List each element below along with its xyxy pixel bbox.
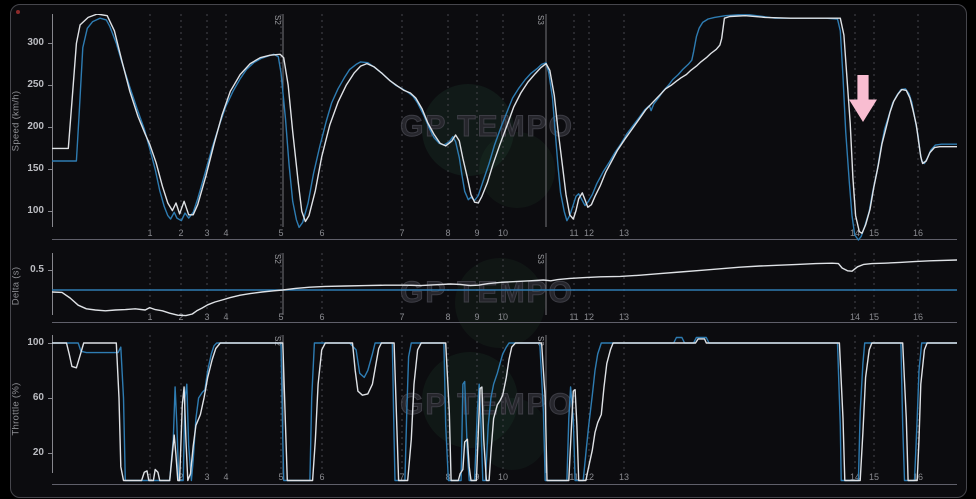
y-tick-mark bbox=[48, 43, 52, 45]
turn-marker-label: 14 bbox=[849, 472, 860, 482]
delta-chart-plot[interactable] bbox=[52, 253, 957, 321]
gp-tempo-watermark: GP TEMPO bbox=[400, 276, 574, 310]
watermark-circle bbox=[422, 352, 518, 448]
turn-marker-label: 16 bbox=[912, 312, 923, 322]
sector-label: S3 bbox=[536, 15, 546, 25]
speed-axis-line bbox=[52, 239, 957, 240]
turn-marker-label: 10 bbox=[497, 228, 508, 238]
turn-marker-label: 2 bbox=[178, 472, 184, 482]
sector-label: S3 bbox=[536, 336, 546, 346]
throttle-trace-lap-blue bbox=[52, 336, 957, 482]
turn-marker-label: 15 bbox=[868, 228, 879, 238]
turn-marker-label: 3 bbox=[204, 312, 210, 322]
turn-marker-label: 11 bbox=[569, 228, 579, 238]
watermark-circle bbox=[422, 84, 514, 176]
y-tick-mark bbox=[48, 211, 52, 213]
watermark-circle bbox=[455, 258, 545, 348]
y-tick-mark bbox=[48, 270, 52, 271]
delta-trace-lap-white bbox=[52, 259, 957, 317]
turn-marker-label: 5 bbox=[278, 472, 284, 482]
turn-marker-label: 10 bbox=[497, 472, 508, 482]
turn-marker-label: 6 bbox=[319, 312, 325, 322]
y-tick-label: 200 bbox=[27, 121, 44, 133]
y-tick-mark bbox=[48, 169, 52, 171]
turn-marker-label: 4 bbox=[223, 472, 229, 482]
throttle-y-axis bbox=[52, 335, 53, 473]
y-tick-label: 0.5 bbox=[30, 264, 44, 275]
turn-marker-label: 6 bbox=[319, 472, 325, 482]
turn-marker-label: 7 bbox=[399, 472, 405, 482]
turn-marker-label: 7 bbox=[399, 228, 405, 238]
y-tick-label: 150 bbox=[27, 163, 44, 175]
turn-marker-label: 2 bbox=[178, 228, 184, 238]
turn-marker-label: 6 bbox=[319, 228, 325, 238]
y-tick-label: 20 bbox=[32, 446, 44, 458]
delta-axis-line bbox=[52, 322, 957, 323]
turn-marker-label: 11 bbox=[569, 472, 579, 482]
turn-marker-label: 13 bbox=[618, 472, 629, 482]
throttle-axis-line bbox=[52, 484, 957, 485]
turn-marker-label: 5 bbox=[278, 228, 284, 238]
speed-trace-lap-white bbox=[52, 14, 957, 235]
turn-marker-label: 1 bbox=[147, 312, 153, 322]
y-tick-label: 60 bbox=[32, 391, 44, 403]
turn-marker-label: 13 bbox=[618, 228, 629, 238]
turn-marker-label: 5 bbox=[278, 312, 284, 322]
turn-marker-label: 11 bbox=[569, 312, 579, 322]
turn-marker-label: 8 bbox=[445, 312, 451, 322]
sector-label: S2 bbox=[272, 254, 282, 264]
y-tick-mark bbox=[48, 85, 52, 87]
turn-marker-label: 1 bbox=[147, 228, 153, 238]
turn-marker-label: 16 bbox=[912, 228, 923, 238]
sector-label: S3 bbox=[536, 254, 546, 264]
sector-label: S2 bbox=[272, 15, 282, 25]
turn-marker-label: 12 bbox=[584, 228, 595, 238]
turn-marker-label: 3 bbox=[204, 228, 210, 238]
turn-marker-label: 1 bbox=[147, 472, 153, 482]
y-tick-label: 250 bbox=[27, 79, 44, 91]
turn-marker-label: 8 bbox=[445, 228, 451, 238]
turn-marker-label: 14 bbox=[849, 312, 860, 322]
throttle-axis-title: Throttle (%) bbox=[10, 382, 22, 436]
y-tick-mark bbox=[48, 453, 52, 454]
y-tick-label: 100 bbox=[27, 337, 44, 348]
y-tick-mark bbox=[48, 343, 52, 344]
y-tick-mark bbox=[48, 127, 52, 129]
turn-marker-label: 9 bbox=[474, 312, 480, 322]
turn-marker-label: 9 bbox=[474, 228, 480, 238]
speed-y-axis bbox=[52, 14, 53, 227]
turn-marker-label: 12 bbox=[584, 312, 595, 322]
sector-label: S2 bbox=[272, 336, 282, 346]
throttle-chart-plot[interactable] bbox=[52, 335, 957, 484]
turn-marker-label: 2 bbox=[178, 312, 184, 322]
turn-marker-label: 15 bbox=[868, 312, 879, 322]
turn-marker-label: 7 bbox=[399, 312, 405, 322]
record-indicator-dot bbox=[16, 10, 20, 14]
turn-marker-label: 15 bbox=[868, 472, 879, 482]
y-tick-mark bbox=[48, 398, 52, 399]
turn-marker-label: 13 bbox=[618, 312, 629, 322]
turn-marker-label: 4 bbox=[223, 228, 229, 238]
y-tick-label: 100 bbox=[27, 205, 44, 217]
speed-trace-lap-blue bbox=[52, 14, 957, 241]
throttle-trace-lap-white bbox=[52, 338, 957, 482]
turn-marker-label: 3 bbox=[204, 472, 210, 482]
turn-marker-label: 12 bbox=[584, 472, 595, 482]
turn-marker-label: 4 bbox=[223, 312, 229, 322]
delta-y-axis bbox=[52, 253, 53, 315]
turn-marker-label: 10 bbox=[497, 312, 508, 322]
y-tick-label: 300 bbox=[27, 37, 44, 49]
speed-chart-plot[interactable] bbox=[52, 14, 957, 242]
